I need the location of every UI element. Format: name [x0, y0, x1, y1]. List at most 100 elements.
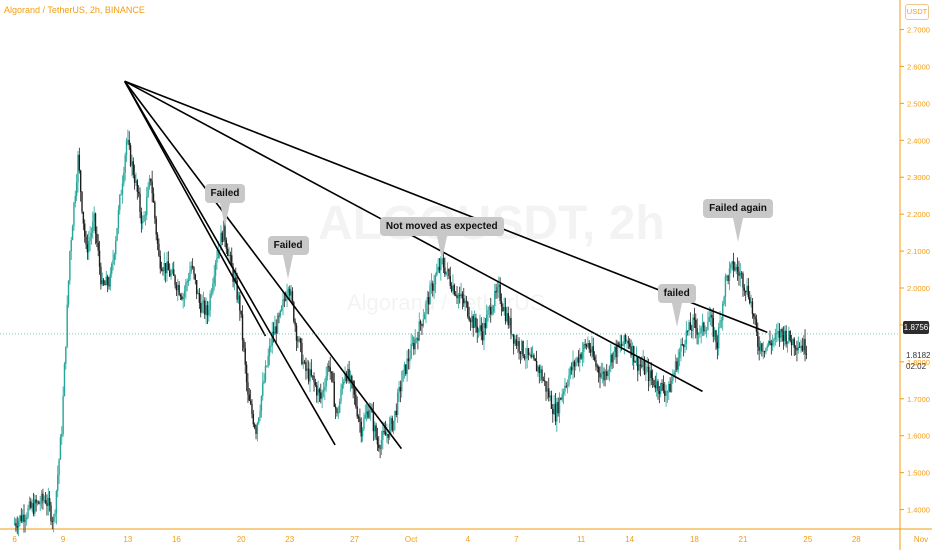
candle-body	[48, 498, 51, 506]
candle-body	[222, 220, 225, 242]
candle-body	[546, 388, 549, 392]
candle-body	[432, 283, 434, 291]
candle-body	[692, 317, 694, 331]
candle-body	[388, 423, 391, 438]
candle-body	[272, 331, 275, 335]
candle-body	[543, 380, 546, 382]
candle-body	[731, 261, 733, 265]
candle-body	[57, 475, 59, 491]
candle-body	[576, 357, 578, 362]
candle-body	[244, 348, 246, 365]
candle-body	[26, 517, 28, 520]
annotation-bubble[interactable]: failed	[657, 283, 696, 303]
candle-body	[771, 340, 774, 346]
candle-body	[649, 370, 651, 382]
candle-body	[168, 270, 171, 277]
candle-body	[647, 366, 650, 382]
candle-body	[185, 282, 187, 292]
candle-body	[158, 243, 160, 256]
candle-body	[86, 244, 89, 253]
candle-body	[722, 303, 724, 321]
candle-body	[70, 240, 72, 252]
annotation-bubble[interactable]: Failed	[204, 183, 246, 203]
candle-body	[798, 346, 801, 348]
candle-body	[229, 254, 232, 256]
candle-body	[579, 354, 581, 363]
candle-body	[684, 343, 686, 348]
candle-body	[253, 424, 256, 428]
candle-body	[557, 402, 559, 414]
candle-body	[243, 340, 245, 349]
candle-body	[676, 361, 678, 370]
candle-body	[259, 411, 261, 418]
candle-body	[438, 266, 441, 271]
currency-button[interactable]: USDT	[905, 4, 929, 20]
candle-body	[468, 316, 470, 321]
candle-body	[759, 343, 762, 351]
candle-body	[112, 259, 114, 265]
candle-body	[395, 410, 398, 415]
candle-body	[140, 211, 143, 224]
candle-body	[127, 140, 129, 141]
annotation-bubble[interactable]: Failed again	[703, 198, 773, 218]
candle-body	[179, 294, 182, 297]
candle-body	[225, 240, 228, 249]
candle-body	[317, 389, 319, 396]
candle-body	[287, 288, 290, 293]
y-tick-label: 2.3000	[907, 173, 930, 182]
candle-body	[650, 370, 652, 378]
candle-body	[664, 390, 666, 396]
candle-body	[31, 503, 33, 508]
annotation-bubble[interactable]: Not moved as expected	[379, 217, 504, 237]
candle-body	[631, 346, 634, 356]
candle-body	[32, 503, 35, 514]
candle-body	[186, 281, 188, 283]
candle-body	[693, 317, 696, 321]
candle-body	[137, 191, 140, 194]
candle-body	[63, 363, 66, 397]
candle-body	[785, 330, 787, 345]
candle-body	[506, 313, 508, 322]
candle-body	[17, 520, 20, 528]
candle-body	[155, 218, 157, 235]
candle-body	[726, 275, 728, 277]
candle-body	[627, 341, 630, 344]
candle-body	[653, 379, 655, 386]
candle-body	[673, 372, 675, 377]
candle-body	[295, 325, 298, 341]
candle-body	[719, 320, 721, 328]
candle-body	[541, 369, 543, 380]
candle-body	[645, 367, 647, 375]
candle-body	[330, 371, 333, 374]
candle-body	[566, 384, 569, 387]
candle-body	[150, 178, 152, 182]
x-tick-label: 20	[237, 535, 246, 544]
candle-body	[696, 328, 698, 335]
candle-body	[554, 403, 557, 422]
candle-body	[320, 392, 322, 399]
candle-body	[570, 367, 573, 371]
candle-body	[738, 271, 740, 276]
candle-body	[460, 293, 462, 296]
candle-body	[291, 291, 294, 303]
candle-body	[349, 375, 352, 381]
candle-body	[119, 195, 121, 211]
candle-body	[271, 331, 273, 346]
candle-body	[643, 360, 646, 375]
candle-body	[591, 346, 593, 353]
candle-body	[348, 368, 350, 381]
candle-body	[469, 320, 472, 323]
candle-body	[214, 262, 217, 276]
candle-body	[418, 321, 420, 341]
annotation-bubble[interactable]: Failed	[267, 235, 309, 255]
candle-body	[507, 313, 509, 326]
candle-body	[751, 301, 754, 314]
candle-body	[341, 384, 344, 389]
candle-body	[406, 358, 408, 374]
candle-body	[620, 343, 623, 347]
candle-body	[612, 351, 615, 363]
y-tick-label: 1.5000	[907, 469, 930, 478]
candle-body	[351, 375, 353, 381]
